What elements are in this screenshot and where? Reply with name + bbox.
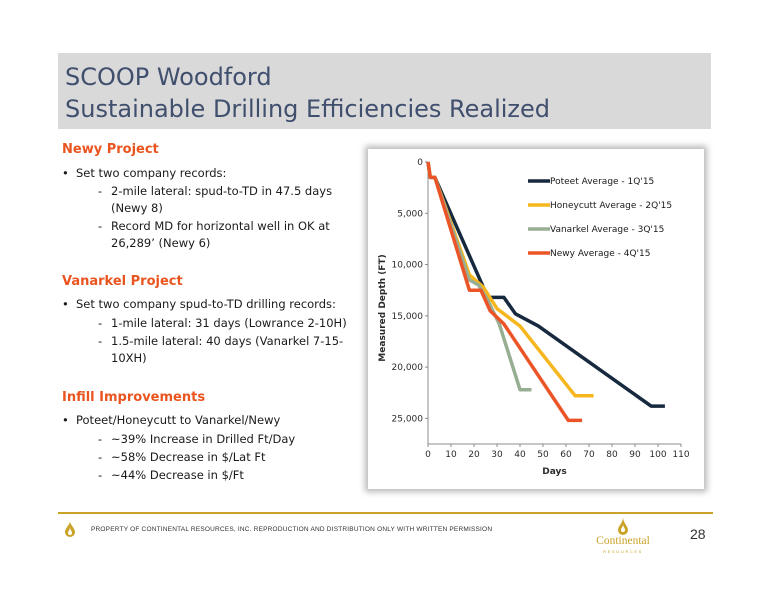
x-tick-label: 80 xyxy=(606,450,618,460)
bullet-dot: • xyxy=(62,413,69,427)
sub-item-text: ~44% Decrease in $/Ft xyxy=(111,468,244,482)
legend-label-3: Vanarkel Average - 3Q'15 xyxy=(550,225,664,235)
sub-item: - ~58% Decrease in $/Lat Ft xyxy=(98,449,348,466)
dash-marker: - xyxy=(98,184,103,198)
sub-item: - Record MD for horizontal well in OK at … xyxy=(98,218,348,252)
sub-item: - ~39% Increase in Drilled Ft/Day xyxy=(98,431,348,448)
x-tick-label: 30 xyxy=(491,450,503,460)
page-number: 28 xyxy=(690,526,706,542)
dash-marker: - xyxy=(98,334,103,348)
x-tick-label: 90 xyxy=(629,450,641,460)
sub-item-text: Record MD for horizontal well in OK at 2… xyxy=(111,219,330,250)
x-tick-label: 20 xyxy=(468,450,480,460)
x-tick-label: 100 xyxy=(649,450,666,460)
slide-title: SCOOP Woodford xyxy=(65,63,272,91)
sub-item-text: 1-mile lateral: 31 days (Lowrance 2-10H) xyxy=(111,316,347,330)
sub-item: -2-mile lateral: spud-to-TD in 47.5 days… xyxy=(98,183,348,217)
bullet-text: Set two company records: xyxy=(76,166,227,180)
sub-item-text: 1.5-mile lateral: 40 days (Vanarkel 7-15… xyxy=(111,334,344,365)
bullet-dot: • xyxy=(62,166,69,180)
chart-svg: 0 10 20 30 40 50 60 70 80 90 100 110 0 5,000 10,000 15,… xyxy=(378,158,690,477)
series-line-1 xyxy=(426,161,665,408)
series-line-4 xyxy=(426,161,583,423)
bullet-text: Poteet/Honeycutt to Vanarkel/Newy xyxy=(76,413,281,427)
dash-marker: - xyxy=(98,432,103,446)
section-heading-newy: Newy Project xyxy=(62,142,159,157)
section-heading-infill: Infill Improvements xyxy=(62,390,206,405)
logo-subtext: RESOURCES xyxy=(603,549,643,554)
x-axis-title: Days xyxy=(542,467,567,477)
sub-item-text: ~58% Decrease in $/Lat Ft xyxy=(111,450,266,464)
bullet-text: Set two company spud-to-TD drilling reco… xyxy=(76,297,336,311)
slide-subtitle: Sustainable Drilling Efficiencies Realiz… xyxy=(65,95,551,123)
oil-drop-icon xyxy=(65,521,75,537)
drilling-chart: 0 10 20 30 40 50 60 70 80 90 100 110 0 5,000 10,000 15,… xyxy=(368,149,704,489)
y-tick-label: 10,000 xyxy=(392,261,424,271)
footer-rule xyxy=(58,512,713,514)
x-tick-label: 60 xyxy=(560,450,572,460)
dash-marker: - xyxy=(98,468,103,482)
legend-label-2: Honeycutt Average - 2Q'15 xyxy=(550,201,672,211)
x-tick-label: 110 xyxy=(672,450,689,460)
dash-marker: - xyxy=(98,316,103,330)
section-heading-vanarkel: Vanarkel Project xyxy=(62,274,183,289)
legend-label-4: Newy Average - 4Q'15 xyxy=(550,249,650,259)
y-axis-title: Measured Depth (FT) xyxy=(378,254,388,361)
footer-disclaimer: PROPERTY OF CONTINENTAL RESOURCES, INC. … xyxy=(91,526,493,533)
sub-item: - ~44% Decrease in $/Ft xyxy=(98,467,348,484)
sub-item-text: ~39% Increase in Drilled Ft/Day xyxy=(111,432,296,446)
dash-marker: - xyxy=(98,450,103,464)
legend-label-1: Poteet Average - 1Q'15 xyxy=(550,177,654,187)
title-band: SCOOP Woodford Sustainable Drilling Effi… xyxy=(58,53,711,129)
x-tick-label: 10 xyxy=(445,450,457,460)
y-tick-label: 20,000 xyxy=(392,363,424,373)
bullet-dot: • xyxy=(62,297,69,311)
sub-item: -1.5-mile lateral: 40 days (Vanarkel 7-1… xyxy=(98,333,348,367)
x-tick-label: 70 xyxy=(583,450,595,460)
continental-logo-icon xyxy=(618,517,628,535)
x-tick-label: 40 xyxy=(514,450,526,460)
y-tick-label: 0 xyxy=(417,158,423,168)
bullet-vanarkel: • Set two company spud-to-TD drilling rec… xyxy=(62,297,336,311)
sub-item-text: 2-mile lateral: spud-to-TD in 47.5 days … xyxy=(111,184,333,215)
y-tick-label: 25,000 xyxy=(392,414,424,424)
dash-marker: - xyxy=(98,219,103,233)
y-tick-label: 15,000 xyxy=(392,312,424,322)
x-tick-label: 0 xyxy=(425,450,431,460)
sub-item: -1-mile lateral: 31 days (Lowrance 2-10H… xyxy=(98,315,348,332)
y-tick-label: 5,000 xyxy=(397,209,423,219)
bullet-infill: • Poteet/Honeycutt to Vanarkel/Newy xyxy=(62,413,280,427)
bullet-newy: • Set two company records: xyxy=(62,166,226,180)
x-tick-label: 50 xyxy=(537,450,549,460)
logo-wordmark: Continental xyxy=(596,535,650,547)
